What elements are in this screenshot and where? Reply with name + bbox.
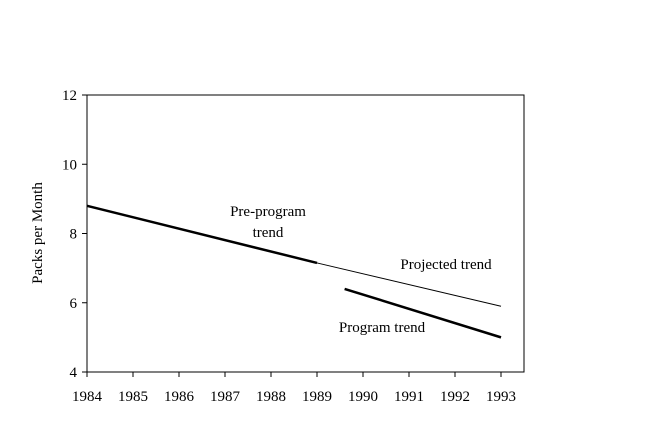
x-tick-label: 1988 (256, 389, 286, 405)
x-tick-label: 1987 (210, 389, 241, 405)
pre-program-trend-line (86, 204, 318, 265)
program-trend-label-line: Program trend (339, 320, 426, 336)
x-tick-label: 1991 (394, 389, 424, 405)
series-labels: Pre-program trend Projected trend Program t… (230, 204, 492, 336)
x-tick-label: 1990 (348, 389, 378, 405)
projected-trend-label: Projected trend (400, 257, 492, 273)
x-tick-label: 1984 (72, 389, 103, 405)
x-tick-label: 1993 (486, 389, 516, 405)
y-tick-label: 10 (62, 157, 77, 173)
y-tick-label: 4 (70, 365, 78, 381)
y-tick-label: 8 (70, 227, 78, 243)
x-tick-label: 1992 (440, 389, 470, 405)
x-tick-label: 1985 (118, 389, 148, 405)
projected-trend-line (316, 262, 502, 307)
x-tick-label: 1989 (302, 389, 332, 405)
series-lines (86, 204, 502, 339)
projected-trend-label-line: Projected trend (400, 257, 492, 273)
y-axis-label: Packs per Month (30, 182, 46, 284)
y-tick-label: 6 (70, 296, 78, 312)
y-tick-label: 12 (62, 88, 77, 104)
ticks: 1984 1985 1986 1987 1988 1989 1990 1991 1992 1993… (62, 88, 516, 405)
x-tick-label: 1986 (164, 389, 195, 405)
pre-program-trend-label-line: Pre-program (230, 204, 306, 220)
plot-frame (86, 94, 525, 373)
program-trend-label: Program trend (339, 320, 426, 336)
program-trend-line (344, 287, 502, 339)
pre-program-trend-label: Pre-program trend (230, 204, 306, 241)
pre-program-trend-label-line: trend (253, 225, 284, 241)
axes (86, 94, 525, 373)
